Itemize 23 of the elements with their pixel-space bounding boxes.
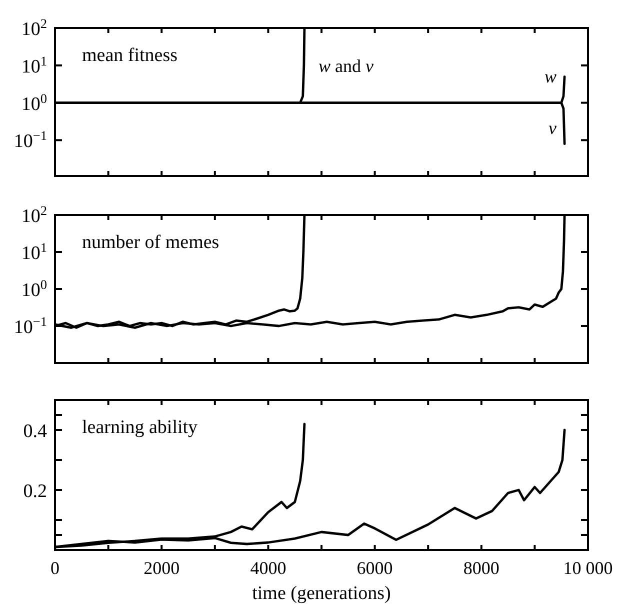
legend-label: w (544, 66, 557, 87)
y-tick-label: 0.4 (23, 421, 48, 442)
legend-label: v (548, 118, 557, 138)
y-tick-label: 10$^{0}$ (21, 90, 48, 115)
y-tick-label: 10$^{2}$ (21, 202, 47, 227)
y-tick-label: 10$^{−1}$ (14, 128, 47, 152)
text: number of memes (82, 232, 220, 253)
y-tick-label: 10$^{0}$ (21, 276, 48, 301)
x-tick-label: 4000 (250, 558, 286, 578)
text: mean fitness (82, 45, 178, 66)
x-tick-label: 0 (50, 558, 60, 578)
y-tick-label: 10$^{2}$ (21, 16, 47, 40)
x-tick-label: 8000 (463, 558, 500, 578)
y-tick-label: 10$^{1}$ (21, 52, 47, 78)
x-tick-label: 6000 (356, 558, 393, 578)
y-tick-label: 0.2 (23, 481, 47, 502)
text: learning ability (82, 417, 198, 438)
y-tick-label: 10$^{1}$ (21, 240, 47, 264)
x-tick-label: 10 000 (563, 558, 613, 578)
x-tick-label: 2000 (144, 558, 180, 578)
x-axis-title: time (generations) (252, 583, 391, 604)
series-label: w and v (318, 56, 374, 76)
y-tick-label: 10$^{−1}$ (14, 314, 47, 338)
